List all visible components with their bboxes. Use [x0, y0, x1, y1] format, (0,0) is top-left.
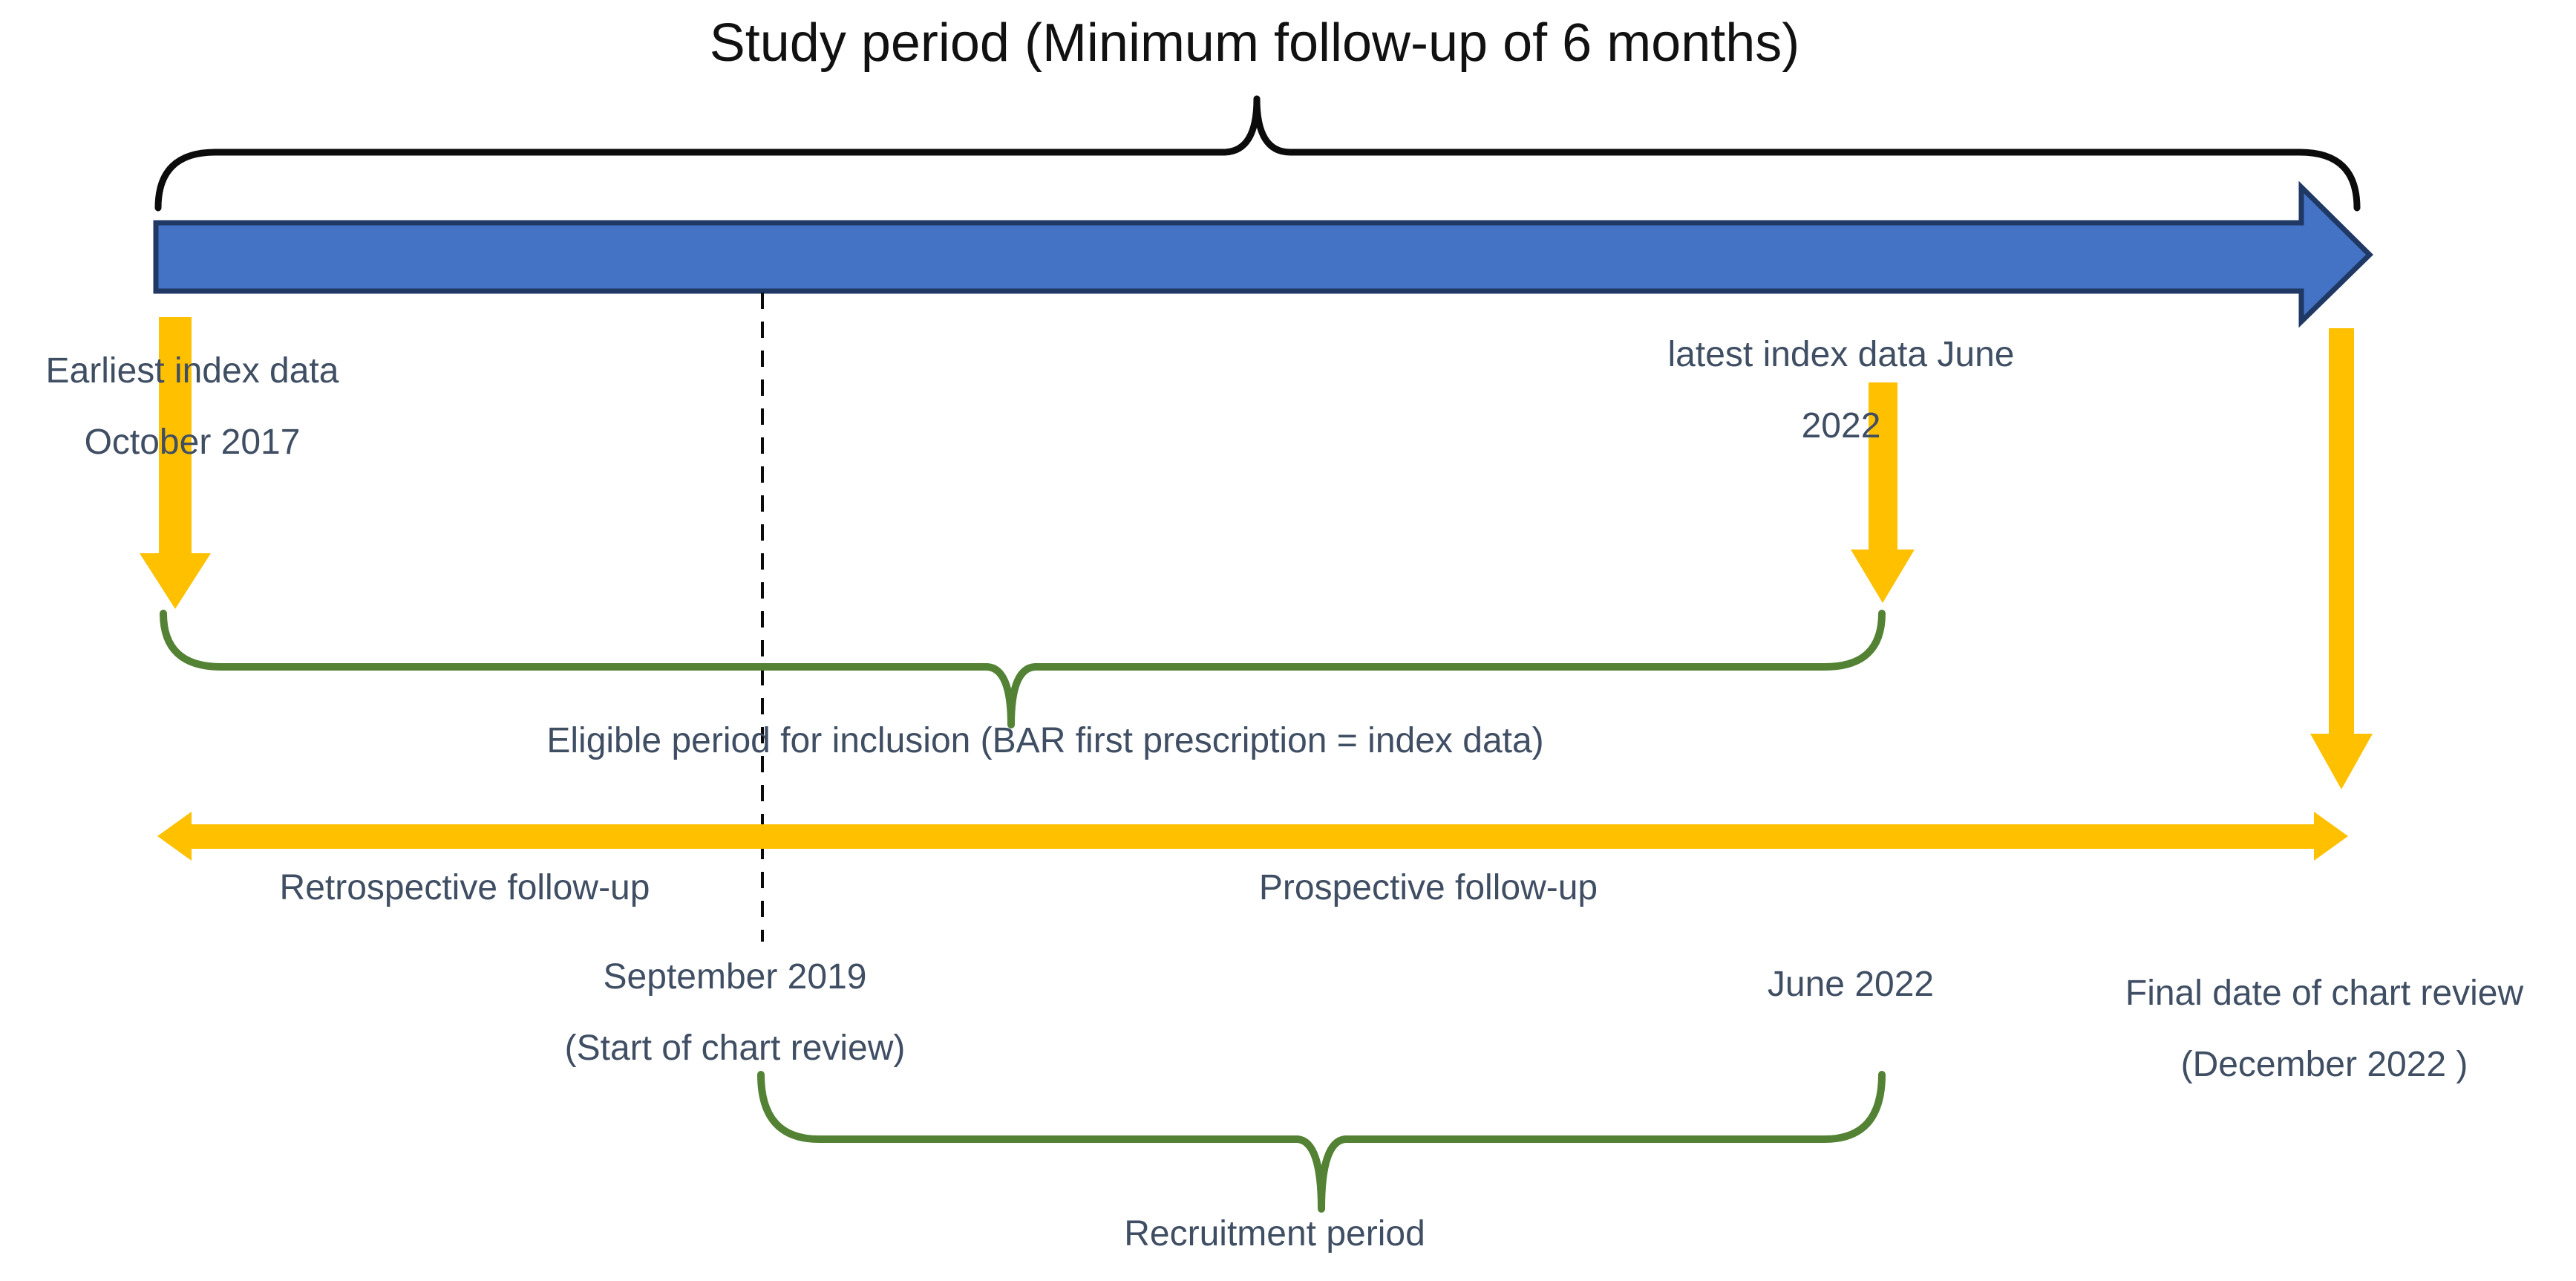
earliest-index-label: Earliest index data October 2017	[46, 336, 339, 478]
retrospective-followup-label: Retrospective follow-up	[279, 868, 650, 907]
latest-index-arrow	[1851, 382, 1915, 603]
figure-title: Study period (Minimum follow-up of 6 mon…	[709, 13, 1800, 73]
timeline-arrow	[153, 180, 2373, 328]
earliest-index-line1: Earliest index data	[45, 351, 339, 391]
followup-double-arrow	[157, 812, 2348, 861]
recruitment-period-brace	[757, 1071, 1886, 1213]
june-2022-label: June 2022	[1767, 965, 1935, 1004]
chart-review-start-line2: (Start of chart review)	[564, 1029, 906, 1068]
final-review-arrow	[2310, 328, 2373, 789]
final-chart-review-line2: (December 2022 )	[2180, 1045, 2468, 1084]
latest-index-line1: latest index data June	[1667, 335, 2015, 374]
latest-index-label: latest index data June 2022	[1668, 319, 2015, 462]
eligible-period-label: Eligible period for inclusion (BAR first…	[546, 721, 1544, 760]
earliest-index-line2: October 2017	[84, 423, 301, 462]
recruitment-period-label: Recruitment period	[1124, 1214, 1425, 1254]
chart-review-start-label: September 2019 (Start of chart review)	[565, 942, 906, 1084]
study-period-brace	[154, 95, 2361, 212]
chart-review-start-line1: September 2019	[603, 957, 867, 997]
prospective-followup-label: Prospective follow-up	[1258, 868, 1598, 907]
eligible-period-brace	[160, 610, 1886, 728]
latest-index-line2: 2022	[1801, 406, 1881, 446]
final-chart-review-line1: Final date of chart review	[2125, 974, 2524, 1013]
earliest-index-arrow	[140, 317, 211, 609]
final-chart-review-label: Final date of chart review (December 202…	[2125, 958, 2523, 1101]
